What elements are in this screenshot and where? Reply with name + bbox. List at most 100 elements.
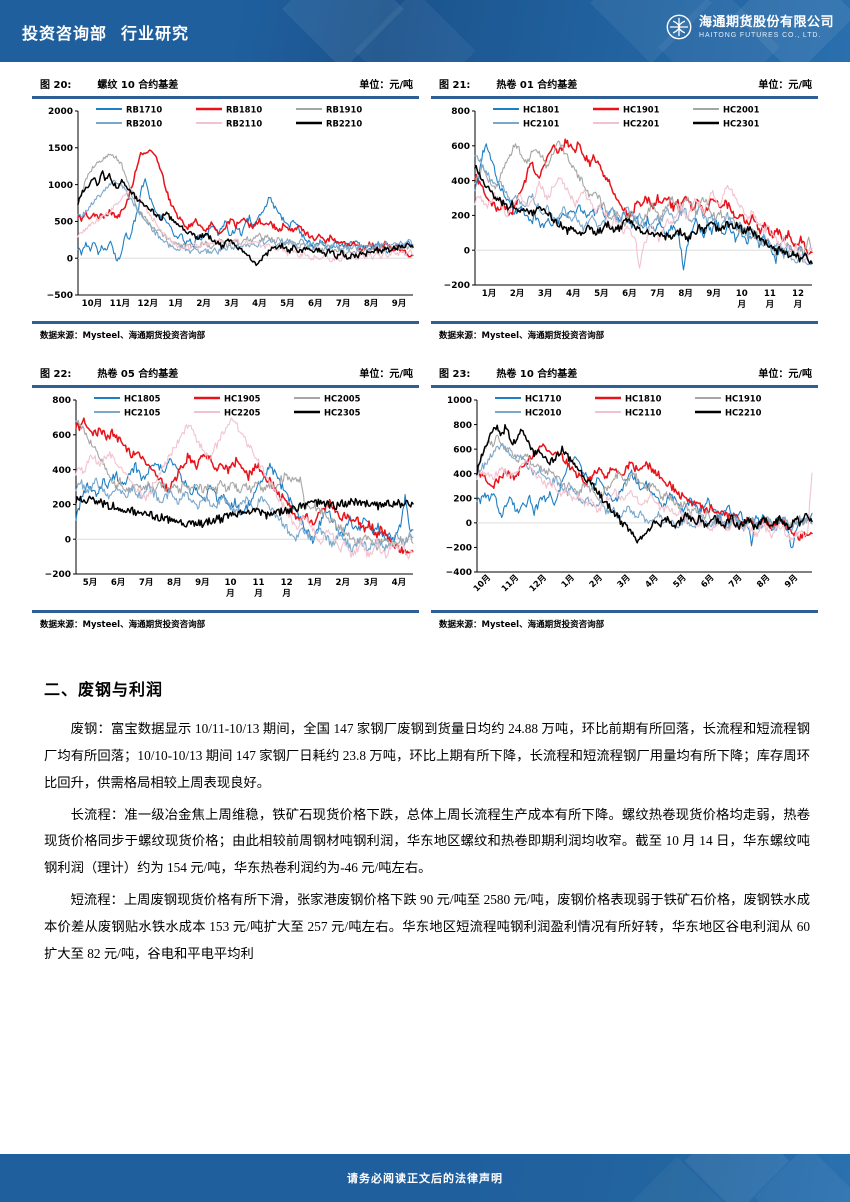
svg-text:−200: −200 bbox=[45, 570, 71, 580]
chart-header-fig20: 图 20: 螺纹 10 合约基差 单位：元/吨 bbox=[32, 76, 419, 96]
svg-text:2月: 2月 bbox=[510, 288, 525, 299]
svg-text:200: 200 bbox=[451, 212, 470, 222]
chart-svg-fig22: HC1805 HC1905 HC2005 HC2105 HC2205 HC2305 −200… bbox=[45, 393, 414, 599]
chart-svg-fig23: HC1710 HC1810 HC1910 HC2010 HC2110 HC2210 −400… bbox=[446, 393, 813, 594]
svg-text:200: 200 bbox=[453, 494, 472, 504]
svg-text:4月: 4月 bbox=[643, 572, 660, 589]
paragraph-short-process: 短流程：上周废钢现货价格有所下滑，张家港废钢价格下跌 90 元/吨至 2580 … bbox=[44, 892, 810, 961]
svg-text:−200: −200 bbox=[444, 281, 470, 291]
svg-text:HC1901: HC1901 bbox=[623, 104, 660, 114]
svg-text:7月: 7月 bbox=[727, 572, 744, 589]
svg-text:1月: 1月 bbox=[168, 298, 183, 309]
chart-svg-fig20: RB1710 RB1810 RB1910 RB2010 RB2110 RB2210 −500… bbox=[47, 104, 414, 309]
svg-text:6月: 6月 bbox=[699, 572, 716, 589]
svg-text:6月: 6月 bbox=[111, 577, 126, 588]
brand-name-en: HAITONG FUTURES CO., LTD. bbox=[698, 31, 822, 39]
chart-header-fig21: 图 21: 热卷 01 合约基差 单位：元/吨 bbox=[431, 76, 818, 96]
brand-name-cn: 海通期货股份有限公司 bbox=[698, 14, 834, 30]
svg-text:12月: 12月 bbox=[138, 298, 159, 309]
svg-text:800: 800 bbox=[453, 421, 472, 431]
svg-text:7月: 7月 bbox=[336, 298, 351, 309]
chart-unit-label: 单位：元/吨 bbox=[359, 80, 413, 91]
chart-figure-number: 图 23: bbox=[439, 369, 471, 380]
chart-header-fig23: 图 23: 热卷 10 合约基差 单位：元/吨 bbox=[431, 365, 818, 385]
svg-text:6月: 6月 bbox=[308, 298, 323, 309]
chart-source-note: 数据来源：Mysteel、海通期货投资咨询部 bbox=[40, 620, 206, 630]
svg-text:月: 月 bbox=[736, 299, 746, 310]
svg-text:7月: 7月 bbox=[650, 288, 665, 299]
svg-text:500: 500 bbox=[54, 218, 73, 228]
chart-title: 热卷 01 合约基差 bbox=[496, 80, 578, 91]
svg-text:3月: 3月 bbox=[224, 298, 239, 309]
svg-text:月: 月 bbox=[253, 588, 263, 599]
svg-text:HC1910: HC1910 bbox=[725, 393, 762, 403]
chart-panel-fig21: 图 21: 热卷 01 合约基差 单位：元/吨 HC1801 HC1901 HC20… bbox=[431, 76, 818, 341]
svg-text:2月: 2月 bbox=[336, 577, 351, 588]
svg-text:1000: 1000 bbox=[447, 396, 472, 406]
svg-text:HC2001: HC2001 bbox=[723, 104, 760, 114]
svg-text:12: 12 bbox=[281, 578, 293, 588]
paragraph-scrap-steel: 废钢：富宝数据显示 10/11-10/13 期间，全国 147 家钢厂废钢到货量… bbox=[44, 721, 810, 790]
svg-text:10: 10 bbox=[224, 578, 236, 588]
svg-text:2000: 2000 bbox=[48, 107, 73, 117]
svg-text:RB2010: RB2010 bbox=[126, 118, 162, 128]
svg-text:−200: −200 bbox=[446, 544, 472, 554]
svg-text:HC2210: HC2210 bbox=[725, 407, 762, 417]
svg-text:800: 800 bbox=[451, 107, 470, 117]
header-research-label: 行业研究 bbox=[121, 24, 190, 43]
svg-text:9月: 9月 bbox=[195, 577, 210, 588]
svg-text:11: 11 bbox=[764, 289, 776, 299]
svg-text:月: 月 bbox=[281, 588, 291, 599]
svg-text:0: 0 bbox=[65, 535, 71, 545]
chart-panel-fig22: 图 22: 热卷 05 合约基差 单位：元/吨 HC1805 HC1905 HC20… bbox=[32, 365, 419, 630]
svg-text:HC2110: HC2110 bbox=[625, 407, 662, 417]
svg-text:4月: 4月 bbox=[566, 288, 581, 299]
chart-source-note: 数据来源：Mysteel、海通期货投资咨询部 bbox=[439, 331, 605, 341]
chart-rule-bottom bbox=[32, 610, 419, 613]
chart-svg-fig21: HC1801 HC1901 HC2001 HC2101 HC2201 HC2301 −200… bbox=[444, 104, 813, 310]
chart-figure-number: 图 20: bbox=[40, 80, 72, 91]
svg-text:9月: 9月 bbox=[782, 572, 799, 589]
header-dept-label: 投资咨询部 bbox=[22, 24, 108, 43]
chart-unit-label: 单位：元/吨 bbox=[758, 80, 812, 91]
svg-text:400: 400 bbox=[451, 177, 470, 187]
svg-text:5月: 5月 bbox=[671, 572, 688, 589]
svg-text:3月: 3月 bbox=[364, 577, 379, 588]
chart-plot-fig20: RB1710 RB1810 RB1910 RB2010 RB2110 RB2210 −500… bbox=[32, 101, 419, 319]
svg-text:1000: 1000 bbox=[48, 181, 73, 191]
svg-text:HC2205: HC2205 bbox=[224, 407, 261, 417]
svg-text:8月: 8月 bbox=[754, 572, 771, 589]
svg-text:400: 400 bbox=[453, 470, 472, 480]
report-body: 二、废钢与利润 废钢：富宝数据显示 10/11-10/13 期间，全国 147 … bbox=[44, 676, 810, 973]
chart-rule-bottom bbox=[32, 321, 419, 324]
svg-text:−500: −500 bbox=[47, 291, 73, 301]
svg-text:4月: 4月 bbox=[392, 577, 407, 588]
chart-unit-label: 单位：元/吨 bbox=[758, 369, 812, 380]
chart-rule-bottom bbox=[431, 610, 818, 613]
svg-text:HC2301: HC2301 bbox=[723, 118, 760, 128]
company-logo: 海通期货股份有限公司 HAITONG FUTURES CO., LTD. bbox=[666, 14, 834, 40]
chart-header-fig22: 图 22: 热卷 05 合约基差 单位：元/吨 bbox=[32, 365, 419, 385]
svg-text:9月: 9月 bbox=[392, 298, 407, 309]
chart-plot-fig23: HC1710 HC1810 HC1910 HC2010 HC2110 HC2210 −400… bbox=[431, 390, 818, 608]
svg-text:12: 12 bbox=[792, 289, 804, 299]
chart-title: 螺纹 10 合约基差 bbox=[97, 80, 179, 91]
svg-text:2月: 2月 bbox=[196, 298, 211, 309]
svg-text:HC1710: HC1710 bbox=[525, 393, 562, 403]
svg-text:8月: 8月 bbox=[167, 577, 182, 588]
chart-rule-bottom bbox=[431, 321, 818, 324]
svg-text:HC2005: HC2005 bbox=[324, 393, 361, 403]
svg-text:4月: 4月 bbox=[252, 298, 267, 309]
svg-text:12月: 12月 bbox=[527, 572, 548, 593]
svg-text:8月: 8月 bbox=[364, 298, 379, 309]
svg-text:5月: 5月 bbox=[83, 577, 98, 588]
svg-text:0: 0 bbox=[67, 254, 73, 264]
chart-title: 热卷 05 合约基差 bbox=[97, 369, 179, 380]
svg-text:月: 月 bbox=[225, 588, 235, 599]
svg-text:200: 200 bbox=[52, 501, 71, 511]
svg-text:HC2010: HC2010 bbox=[525, 407, 562, 417]
chart-title: 热卷 10 合约基差 bbox=[496, 369, 578, 380]
svg-text:400: 400 bbox=[52, 466, 71, 476]
chart-panel-fig23: 图 23: 热卷 10 合约基差 单位：元/吨 HC1710 HC1810 HC19… bbox=[431, 365, 818, 630]
haitong-emblem-icon bbox=[666, 14, 692, 40]
